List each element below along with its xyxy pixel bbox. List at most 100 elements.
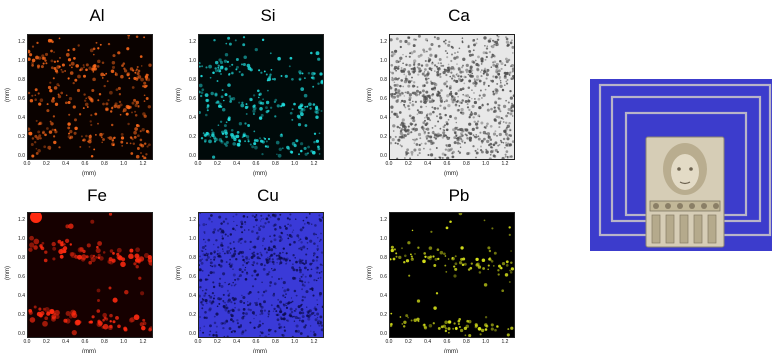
x-tick-label: 0.6 bbox=[443, 161, 451, 167]
element-map bbox=[27, 34, 153, 160]
element-title: Si bbox=[260, 6, 276, 25]
map-speckles bbox=[199, 36, 323, 159]
x-tick-label: 0.8 bbox=[100, 161, 108, 167]
y-tick-label: 1.2 bbox=[189, 39, 196, 45]
map-speckles bbox=[390, 35, 514, 159]
map-background bbox=[199, 213, 323, 337]
y-tick-label: 0.6 bbox=[380, 274, 387, 280]
x-tick-label: 1.2 bbox=[501, 161, 509, 167]
x-tick-label: 0.4 bbox=[424, 339, 432, 345]
map-speckles bbox=[28, 213, 152, 336]
element-title: Fe bbox=[87, 186, 107, 205]
x-axis-label: (mm) bbox=[253, 349, 267, 353]
x-tick-label: 0.6 bbox=[443, 339, 451, 345]
y-tick-label: 1.0 bbox=[189, 236, 196, 242]
x-tick-label: 0.0 bbox=[385, 339, 393, 345]
y-tick-label: 0.2 bbox=[18, 312, 25, 318]
y-tick-label: 0.0 bbox=[380, 153, 387, 159]
y-axis-label: (mm) bbox=[5, 266, 11, 280]
element-map bbox=[27, 212, 153, 338]
face bbox=[671, 154, 699, 190]
map-image bbox=[390, 213, 514, 337]
y-tick-label: 0.8 bbox=[18, 77, 25, 83]
y-tick-label: 0.0 bbox=[380, 331, 387, 337]
column bbox=[679, 214, 689, 244]
y-tick-label: 0.4 bbox=[380, 115, 387, 121]
column bbox=[651, 214, 661, 244]
rosette bbox=[677, 203, 683, 209]
y-tick-label: 0.2 bbox=[380, 312, 387, 318]
frieze bbox=[649, 200, 721, 212]
x-tick-label: 0.4 bbox=[424, 161, 432, 167]
y-tick-label: 1.2 bbox=[18, 217, 25, 223]
y-tick-label: 0.8 bbox=[189, 255, 196, 261]
y-tick-label: 0.2 bbox=[380, 134, 387, 140]
map-speckles bbox=[199, 213, 323, 337]
x-axis-label: (mm) bbox=[444, 349, 458, 353]
y-tick-label: 1.2 bbox=[380, 217, 387, 223]
element-title: Pb bbox=[448, 186, 470, 205]
x-tick-label: 0.6 bbox=[252, 161, 260, 167]
y-tick-label: 0.8 bbox=[380, 77, 387, 83]
element-title: Cu bbox=[257, 186, 279, 205]
rosette bbox=[653, 203, 659, 209]
x-tick-label: 1.0 bbox=[120, 161, 128, 167]
element-title: Ca bbox=[448, 6, 470, 25]
y-tick-label: 0.6 bbox=[189, 96, 196, 102]
y-tick-label: 0.8 bbox=[189, 77, 196, 83]
y-tick-label: 1.2 bbox=[189, 217, 196, 223]
element-title: Al bbox=[89, 6, 105, 25]
x-tick-label: 0.6 bbox=[252, 339, 260, 345]
rosette bbox=[701, 203, 707, 209]
y-tick-label: 0.4 bbox=[189, 115, 196, 121]
x-tick-label: 0.8 bbox=[271, 339, 279, 345]
y-tick-label: 0.0 bbox=[18, 331, 25, 337]
map-speckles bbox=[28, 35, 152, 159]
y-tick-label: 0.2 bbox=[189, 312, 196, 318]
x-tick-label: 0.6 bbox=[81, 339, 89, 345]
map-image bbox=[199, 213, 323, 337]
y-tick-label: 1.0 bbox=[18, 236, 25, 242]
y-tick-label: 1.0 bbox=[18, 58, 25, 64]
x-tick-label: 0.2 bbox=[213, 339, 221, 345]
y-tick-label: 0.6 bbox=[18, 274, 25, 280]
relief-sculpture-image bbox=[590, 79, 772, 251]
y-tick-label: 1.2 bbox=[380, 39, 387, 45]
map-background bbox=[199, 35, 323, 159]
y-tick-label: 0.2 bbox=[18, 134, 25, 140]
x-tick-label: 1.0 bbox=[120, 339, 128, 345]
y-tick-label: 0.4 bbox=[18, 293, 25, 299]
y-tick-label: 0.0 bbox=[18, 153, 25, 159]
x-tick-label: 1.2 bbox=[310, 339, 318, 345]
y-tick-label: 0.8 bbox=[380, 255, 387, 261]
element-map bbox=[198, 212, 324, 338]
x-axis-label: (mm) bbox=[82, 171, 96, 177]
x-axis-label: (mm) bbox=[82, 349, 96, 353]
x-tick-label: 0.0 bbox=[385, 161, 393, 167]
x-axis-label: (mm) bbox=[444, 171, 458, 177]
x-tick-label: 0.2 bbox=[42, 161, 50, 167]
eye bbox=[689, 167, 693, 171]
x-tick-label: 0.0 bbox=[194, 339, 202, 345]
rosette bbox=[713, 203, 719, 209]
column bbox=[665, 214, 675, 244]
y-tick-label: 1.0 bbox=[380, 236, 387, 242]
x-tick-label: 1.0 bbox=[291, 339, 299, 345]
rosette bbox=[665, 203, 671, 209]
x-tick-label: 0.4 bbox=[62, 161, 70, 167]
element-map bbox=[389, 212, 515, 338]
map-image bbox=[390, 35, 514, 159]
eye bbox=[677, 167, 681, 171]
y-tick-label: 0.8 bbox=[18, 255, 25, 261]
y-tick-label: 0.6 bbox=[189, 274, 196, 280]
x-tick-label: 0.8 bbox=[462, 161, 470, 167]
x-tick-label: 1.2 bbox=[501, 339, 509, 345]
y-axis-label: (mm) bbox=[176, 88, 182, 102]
rosette bbox=[689, 203, 695, 209]
x-tick-label: 0.8 bbox=[100, 339, 108, 345]
y-axis-label: (mm) bbox=[367, 88, 373, 102]
element-map bbox=[198, 34, 324, 160]
x-tick-label: 0.4 bbox=[233, 161, 241, 167]
x-tick-label: 1.2 bbox=[139, 339, 147, 345]
